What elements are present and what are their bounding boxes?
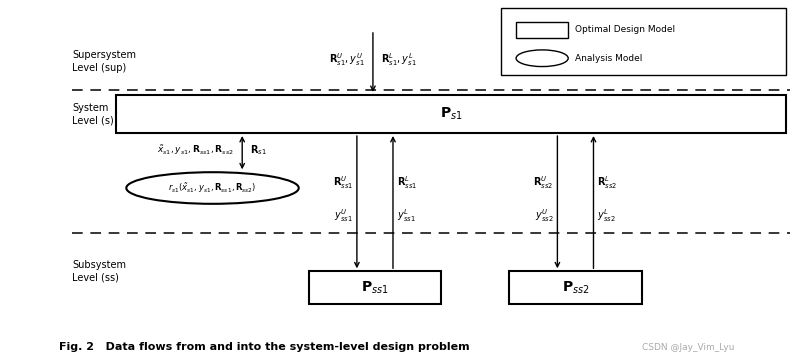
Bar [309,271,441,304]
Text: $\mathbf{P}_{ss1}$: $\mathbf{P}_{ss1}$ [361,280,389,296]
Text: $\mathbf{R}^{U}_{ss1}$: $\mathbf{R}^{U}_{ss1}$ [333,174,353,190]
Text: $r_{s1}(\tilde{x}_{s1}, y_{s1}, \mathbf{R}_{ss1}, \mathbf{R}_{ss2})$: $r_{s1}(\tilde{x}_{s1}, y_{s1}, \mathbf{… [168,181,257,195]
Text: $\mathbf{R}^{L}_{s1}, y^{L}_{s1}$: $\mathbf{R}^{L}_{s1}, y^{L}_{s1}$ [381,51,417,68]
Bar [116,95,786,133]
Text: $\mathbf{R}^{L}_{ss1}$: $\mathbf{R}^{L}_{ss1}$ [397,174,417,190]
Bar [501,8,786,75]
Text: $\mathbf{R}_{s1}$: $\mathbf{R}_{s1}$ [250,144,267,158]
Ellipse shape [127,172,298,204]
Text: CSDN @Jay_Vim_Lyu: CSDN @Jay_Vim_Lyu [642,343,734,352]
Text: $\mathbf{R}^{U}_{s1}, y^{U}_{s1}$: $\mathbf{R}^{U}_{s1}, y^{U}_{s1}$ [329,51,365,68]
Text: Supersystem
Level (sup): Supersystem Level (sup) [72,50,136,73]
Text: $y^{U}_{ss1}$: $y^{U}_{ss1}$ [334,207,353,224]
Text: Subsystem
Level (ss): Subsystem Level (ss) [72,259,126,283]
Text: $y^{L}_{ss2}$: $y^{L}_{ss2}$ [597,207,616,224]
Text: $y^{U}_{ss2}$: $y^{U}_{ss2}$ [535,207,553,224]
Text: $y^{L}_{ss1}$: $y^{L}_{ss1}$ [397,207,415,224]
Text: Optimal Design Model: Optimal Design Model [575,25,675,34]
Text: $\tilde{x}_{s1}, y_{s1}, \mathbf{R}_{ss1}, \mathbf{R}_{ss2}$: $\tilde{x}_{s1}, y_{s1}, \mathbf{R}_{ss1… [157,144,234,158]
Text: $\mathbf{P}_{s1}$: $\mathbf{P}_{s1}$ [439,106,463,122]
Text: Fig. 2   Data flows from and into the system-level design problem: Fig. 2 Data flows from and into the syst… [59,342,470,352]
Text: System
Level (s): System Level (s) [72,103,114,126]
Ellipse shape [516,50,569,67]
Bar [516,22,568,38]
Text: $\mathbf{R}^{L}_{ss2}$: $\mathbf{R}^{L}_{ss2}$ [597,174,618,190]
Text: $\mathbf{P}_{ss2}$: $\mathbf{P}_{ss2}$ [561,280,589,296]
Text: $\mathbf{R}^{U}_{ss2}$: $\mathbf{R}^{U}_{ss2}$ [533,174,553,190]
Bar [509,271,642,304]
Text: Analysis Model: Analysis Model [575,54,642,63]
